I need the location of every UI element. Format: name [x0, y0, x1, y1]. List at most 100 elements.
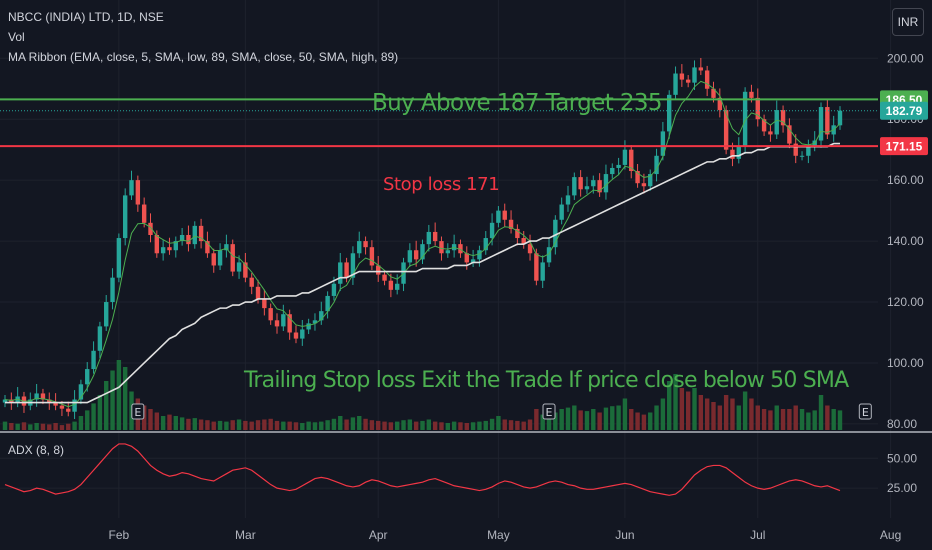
adx-line [4, 443, 841, 496]
candle [198, 225, 204, 242]
candle [363, 241, 368, 248]
candle [432, 231, 438, 242]
volume-legend[interactable]: Vol [8, 30, 25, 44]
volume-bar [66, 423, 71, 430]
volume-bar [122, 367, 128, 430]
volume-bar [654, 405, 659, 430]
candle [306, 323, 311, 330]
volume-bar [91, 403, 96, 430]
volume-bar [591, 409, 596, 430]
moving-averages [4, 80, 841, 408]
price-label: 171.15 [886, 140, 923, 154]
candle [464, 253, 469, 263]
candle [85, 369, 90, 385]
candle [635, 171, 640, 184]
volume-bar [540, 414, 545, 430]
candle [53, 402, 58, 406]
candle [508, 219, 514, 229]
time-tick-label: Mar [235, 528, 256, 542]
trailing-stop-annotation: Trailing Stop loss Exit the Trade If pri… [244, 368, 849, 393]
candle [91, 350, 96, 370]
volume-bar [736, 405, 741, 430]
volume-bar [394, 421, 400, 430]
volume-bar [205, 420, 210, 430]
volume-bar [413, 421, 419, 430]
candle [603, 174, 609, 193]
candle [388, 280, 394, 290]
horizontal-levels[interactable] [0, 98, 878, 148]
volume-bar [268, 418, 273, 430]
price-tick-label: 160.00 [887, 173, 924, 187]
volume-bar [572, 405, 577, 430]
volume-bar [331, 418, 337, 430]
candle [787, 125, 792, 144]
candle [122, 195, 128, 239]
candle [325, 295, 330, 312]
volume-bar [806, 412, 811, 430]
volume-bar [749, 398, 754, 430]
candle [673, 73, 678, 95]
volume-bar [363, 418, 368, 430]
price-axis[interactable]: 80.00100.00120.00140.00160.00180.00200.0… [880, 51, 928, 431]
price-tick-label: 140.00 [887, 234, 924, 248]
volume-bar [217, 420, 223, 430]
volume-bar [160, 416, 166, 430]
price-tick-label: 200.00 [887, 51, 924, 65]
volume-bar [154, 412, 160, 430]
volume-bar [110, 370, 115, 430]
time-axis[interactable]: Feb Mar Apr May Jun Jul Aug [109, 528, 902, 542]
volume-bar [768, 410, 773, 430]
candle [793, 143, 798, 156]
candle [72, 399, 77, 412]
candle [420, 244, 425, 260]
ma-ribbon-legend[interactable]: MA Ribbon (EMA, close, 5, SMA, low, 89, … [8, 50, 399, 64]
candle [774, 110, 779, 135]
volume-bar [837, 410, 843, 430]
volume-bar [477, 421, 482, 430]
candle [837, 110, 843, 126]
volume-bar [420, 420, 425, 430]
earnings-marker [542, 403, 556, 420]
candle [369, 247, 375, 266]
adx-legend[interactable]: ADX (8, 8) [8, 443, 65, 457]
candle [382, 274, 387, 281]
volume-bar [723, 395, 729, 430]
candle [470, 259, 476, 263]
candle [667, 94, 672, 132]
candle [679, 73, 685, 80]
currency-button[interactable]: INR [892, 8, 924, 36]
candle [281, 314, 286, 327]
candle [597, 180, 602, 193]
adx-tick-label: 25.00 [887, 481, 917, 495]
candle [34, 393, 39, 400]
candle [350, 253, 356, 278]
price-tick-label: 80.00 [887, 417, 917, 431]
candle [641, 183, 647, 187]
volume-bar [553, 412, 558, 430]
candle [211, 253, 216, 266]
candle [439, 241, 444, 254]
candle [622, 149, 628, 165]
candle [527, 244, 533, 254]
volume-bar [439, 422, 444, 430]
volume-bar [685, 391, 691, 430]
volume-bar [787, 409, 792, 430]
candle [546, 247, 552, 263]
volume-bar [350, 417, 356, 430]
candle [217, 250, 223, 266]
symbol-title[interactable]: NBCC (INDIA) LTD, 1D, NSE [8, 10, 164, 24]
volume-bar [9, 423, 14, 430]
candle [376, 265, 381, 275]
candle [97, 326, 103, 351]
volume-bar [629, 409, 634, 430]
volume-bar [186, 418, 191, 430]
volume-bar [104, 381, 109, 430]
candle [477, 250, 482, 260]
volume-bar [243, 420, 248, 430]
volume-bar [508, 420, 514, 430]
volume-bar [774, 405, 779, 430]
candle [255, 286, 261, 299]
candle [230, 244, 235, 272]
